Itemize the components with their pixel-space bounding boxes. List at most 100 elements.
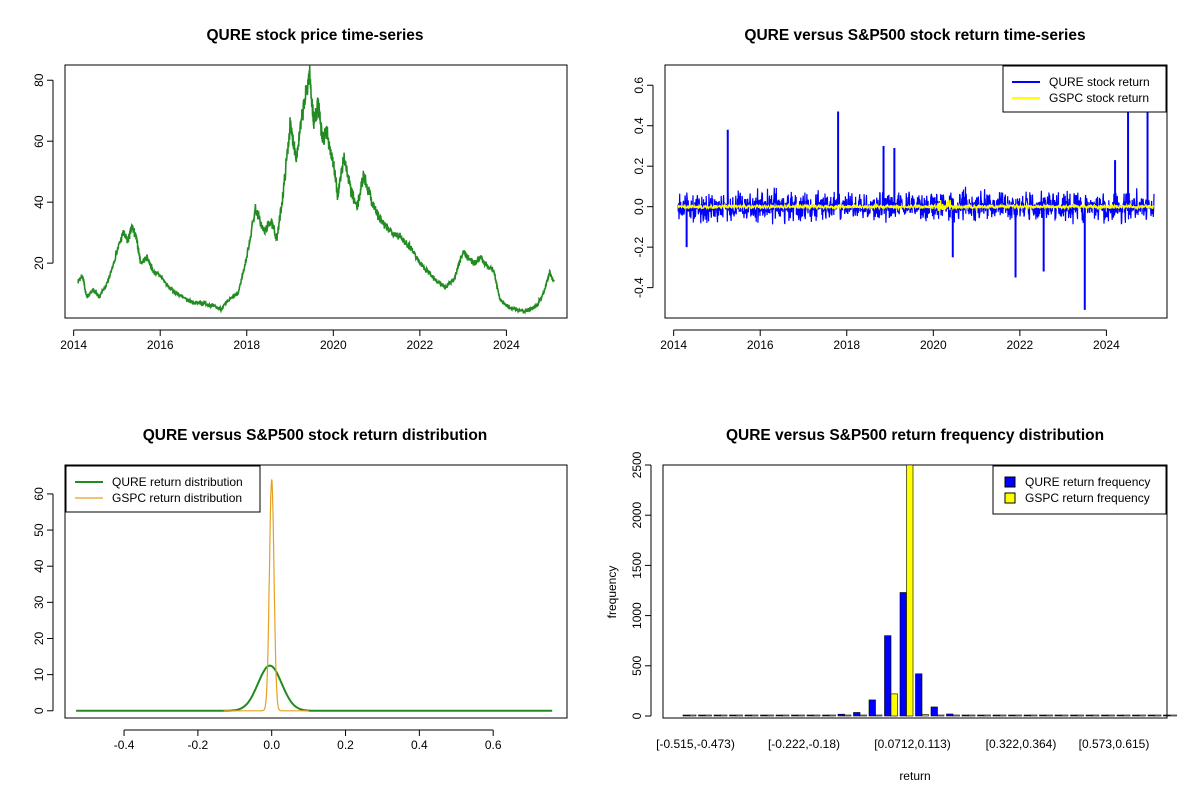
bar-qure — [1116, 714, 1124, 717]
x-tick-label: 2018 — [833, 338, 860, 352]
density-series — [76, 479, 553, 712]
bar-qure — [1132, 714, 1140, 717]
bar-qure — [822, 714, 830, 717]
x-tick-label: 2024 — [493, 338, 520, 352]
bar-gspc — [704, 714, 712, 717]
bar-qure — [791, 714, 799, 717]
bar-qure — [977, 714, 985, 717]
x-tick-label: 0.0 — [263, 738, 280, 752]
x-axis-price: 2014 2016 2018 2020 2022 2024 — [60, 329, 520, 352]
bar-gspc — [1076, 714, 1084, 717]
y-axis-return-ts: -0.4 -0.2 0.0 0.2 0.4 0.6 — [632, 77, 654, 298]
y-tick-label: 1000 — [630, 602, 644, 629]
bar-gspc — [797, 714, 805, 717]
y-axis-histogram: 0 500 1000 1500 2000 2500 — [630, 451, 652, 719]
bar-gspc — [1014, 714, 1022, 717]
y-tick-label: 1500 — [630, 552, 644, 579]
bar-qure — [1070, 714, 1078, 717]
y-axis-density: 0 10 20 30 40 50 60 — [32, 487, 54, 714]
y-tick-label: 0 — [630, 712, 644, 719]
bar-gspc — [906, 464, 914, 717]
legend-density: QURE return distribution GSPC return dis… — [65, 465, 261, 513]
bar-gspc — [1169, 714, 1177, 717]
y-tick-label: 60 — [32, 487, 46, 501]
legend-box-histogram — [992, 465, 1167, 515]
bar-gspc — [921, 714, 929, 717]
x-axis-return-ts: 2014 2016 2018 2020 2022 2024 — [660, 329, 1120, 352]
x-tick-label: [0.0712,0.113) — [874, 737, 951, 751]
bar-gspc — [999, 714, 1007, 717]
x-axis-histogram: [-0.515,-0.473) [-0.222,-0.18) [0.0712,0.1… — [656, 737, 1149, 751]
x-tick-label: 0.6 — [485, 738, 502, 752]
y-tick-label: 0.6 — [632, 77, 646, 94]
bar-qure — [899, 592, 907, 717]
x-tick-label: 2014 — [660, 338, 687, 352]
bar-gspc — [952, 714, 960, 717]
y-tick-label: 2500 — [630, 451, 644, 478]
legend-histogram: QURE return frequency GSPC return freque… — [992, 465, 1167, 515]
y-tick-label: 60 — [32, 134, 46, 148]
chart-title-price: QURE stock price time-series — [206, 27, 423, 44]
bar-qure — [1163, 714, 1171, 717]
legend-swatch-qure-hist — [1004, 476, 1016, 488]
x-axis-density: -0.4 -0.2 0.0 0.2 0.4 0.6 — [114, 729, 502, 752]
bar-gspc — [1107, 714, 1115, 717]
x-tick-label: 2016 — [147, 338, 174, 352]
bar-qure — [837, 713, 845, 717]
bar-gspc — [1123, 714, 1131, 717]
legend-swatch-gspc-hist — [1004, 492, 1016, 504]
bar-qure — [698, 714, 706, 717]
x-tick-label: 2024 — [1093, 338, 1120, 352]
x-tick-label: 2020 — [320, 338, 347, 352]
legend-label-qure-return: QURE stock return — [1049, 75, 1150, 89]
bar-qure — [884, 635, 892, 717]
gspc-return-line — [677, 199, 1155, 212]
x-tick-label: [-0.222,-0.18) — [768, 737, 840, 751]
x-tick-label: -0.4 — [114, 738, 135, 752]
panel-density: QURE versus S&P500 stock return distribu… — [32, 427, 568, 752]
gspc-density-line — [223, 479, 309, 712]
plot-frame-price — [64, 64, 568, 319]
bar-gspc — [968, 714, 976, 717]
y-tick-label: 0.0 — [632, 198, 646, 215]
bar-gspc — [890, 693, 898, 717]
plot-frame-histogram — [662, 464, 1168, 719]
y-tick-label: 0.2 — [632, 158, 646, 175]
bar-qure — [1085, 714, 1093, 717]
x-tick-label: [0.573,0.615) — [1079, 737, 1150, 751]
x-tick-label: 2020 — [920, 338, 947, 352]
panel-histogram: QURE versus S&P500 return frequency dist… — [605, 427, 1177, 783]
bar-qure — [682, 714, 690, 717]
legend-label-gspc-density: GSPC return distribution — [112, 491, 242, 505]
y-tick-label: 500 — [630, 655, 644, 675]
panel-return-ts: QURE versus S&P500 stock return time-ser… — [632, 27, 1168, 352]
x-tick-label: [-0.515,-0.473) — [656, 737, 735, 751]
bar-qure — [760, 714, 768, 717]
y-tick-label: -0.2 — [632, 236, 646, 257]
y-tick-label: 40 — [32, 195, 46, 209]
bar-gspc — [828, 714, 836, 717]
legend-label-gspc-hist: GSPC return frequency — [1025, 491, 1150, 505]
bar-gspc — [983, 714, 991, 717]
bar-gspc — [1045, 714, 1053, 717]
bar-gspc — [813, 714, 821, 717]
y-tick-label: 20 — [32, 256, 46, 270]
y-axis-price: 20 40 60 80 — [32, 73, 54, 270]
bar-gspc — [689, 714, 697, 717]
y-tick-label: -0.4 — [632, 277, 646, 298]
qure-density-line — [76, 664, 553, 712]
plot-frame-return-ts — [664, 64, 1168, 319]
bar-qure — [1054, 714, 1062, 717]
y-tick-label: 2000 — [630, 502, 644, 529]
x-tick-label: 0.4 — [411, 738, 428, 752]
bar-qure — [806, 714, 814, 717]
bar-gspc — [735, 714, 743, 717]
histogram-bars — [682, 464, 1177, 717]
x-tick-label: 2014 — [60, 338, 87, 352]
bar-gspc — [720, 714, 728, 717]
plot-frame-density — [64, 464, 568, 719]
bar-qure — [1039, 714, 1047, 717]
panel-price: QURE stock price time-series 2014 2016 201… — [32, 27, 568, 352]
bar-gspc — [751, 714, 759, 717]
